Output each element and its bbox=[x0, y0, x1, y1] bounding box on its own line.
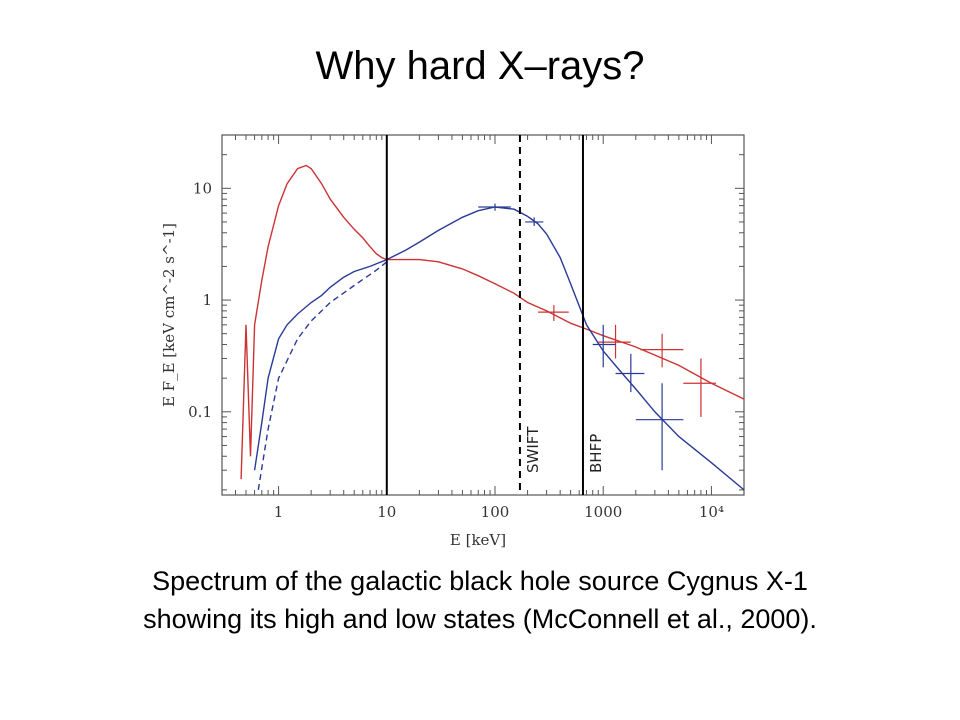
y-tick-label: 1 bbox=[202, 291, 212, 309]
slide-caption: Spectrum of the galactic black hole sour… bbox=[40, 562, 920, 638]
band-label-1: SWIFT bbox=[524, 426, 542, 473]
y-tick-label: 0.1 bbox=[188, 403, 212, 421]
series-line-1 bbox=[253, 206, 745, 491]
x-tick-label: 10 bbox=[377, 503, 396, 521]
x-axis-label: E [keV] bbox=[450, 531, 506, 549]
y-axis-label: E F_E [keV cm^-2 s^-1] bbox=[160, 223, 178, 407]
series-line-0 bbox=[240, 164, 745, 480]
x-tick-label: 1 bbox=[274, 503, 284, 521]
band-label-2: BHFP bbox=[587, 434, 605, 473]
x-tick-label: 10⁴ bbox=[699, 503, 724, 521]
x-tick-label: 100 bbox=[481, 503, 510, 521]
x-tick-label: 1000 bbox=[584, 503, 622, 521]
y-tick-label: 10 bbox=[193, 179, 212, 197]
slide-title: Why hard X–rays? bbox=[315, 44, 645, 88]
caption-line-2: showing its high and low states (McConne… bbox=[143, 604, 817, 634]
caption-line-1: Spectrum of the galactic black hole sour… bbox=[152, 566, 808, 596]
series-line-2 bbox=[257, 261, 388, 491]
plot-frame bbox=[221, 134, 745, 496]
spectrum-chart: 1 10 100 1000 10⁴ 0.1 1 10 E [keV] E F_E [keV cm^… bbox=[160, 134, 745, 549]
